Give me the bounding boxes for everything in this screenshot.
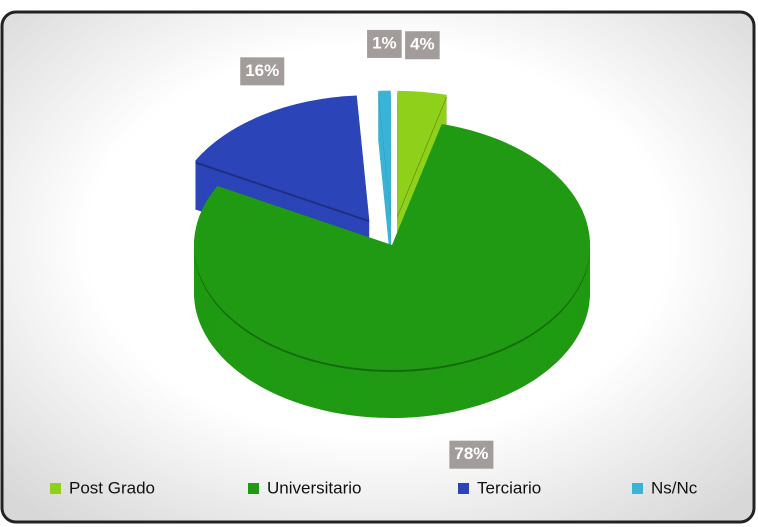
slice [194,95,370,221]
legend-swatch [248,483,259,494]
data-label-box [367,29,402,58]
slice [397,90,448,216]
data-label-text: 1% [372,33,397,52]
plot-area: 4% 78% 16% 1% [193,29,591,469]
legend-label: Ns/Nc [651,478,698,497]
legend-swatch [458,483,469,494]
data-label: 1% [367,29,402,58]
slice [378,90,391,216]
legend: Post Grado Universitario Terciario Ns/Nc [50,478,698,497]
legend-label: Universitario [267,478,361,497]
data-label: 4% [405,31,440,60]
legend-swatch [632,483,643,494]
data-label: 16% [240,57,285,86]
slice [193,124,591,370]
data-label: 78% [449,440,494,469]
data-label-text: 78% [454,444,488,463]
data-label-text: 4% [410,35,435,54]
legend-swatch [50,483,61,494]
legend-label: Post Grado [69,478,155,497]
data-label-box [405,31,440,60]
data-label-box [449,440,494,469]
data-label-text: 16% [245,61,279,80]
legend-label: Terciario [477,478,541,497]
data-label-box [240,57,285,86]
